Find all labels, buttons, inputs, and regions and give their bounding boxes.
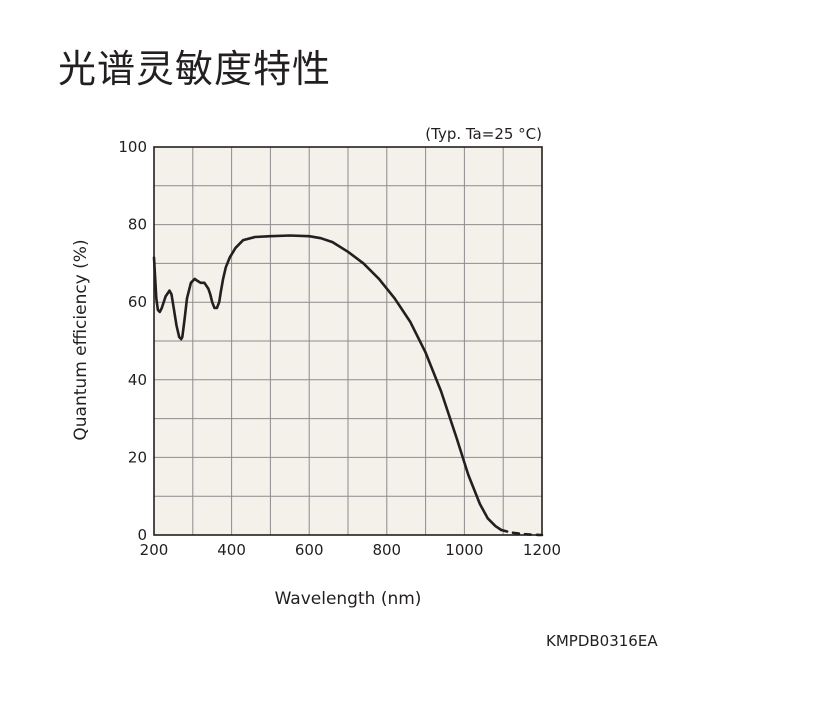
series-line — [152, 234, 503, 532]
chart-condition-label: (Typ. Ta=25 °C) — [425, 125, 542, 143]
y-tick-label: 80 — [128, 216, 147, 234]
page-title: 光谱灵敏度特性 — [58, 47, 332, 91]
x-tick-label: 200 — [140, 541, 169, 559]
plot-frame — [153, 146, 543, 536]
x-tick-label: 800 — [372, 541, 401, 559]
y-tick-label: 40 — [128, 371, 147, 389]
x-tick-label: 600 — [295, 541, 324, 559]
reference-code: KMPDB0316EA — [546, 632, 658, 650]
x-tick-label: 1200 — [523, 541, 561, 559]
y-axis-label: Quantum efficiency (%) — [71, 239, 91, 440]
y-tick-label: 20 — [128, 448, 147, 466]
x-tick-label: 400 — [217, 541, 246, 559]
y-tick-label: 60 — [128, 293, 147, 311]
x-axis-label: Wavelength (nm) — [275, 589, 422, 609]
y-tick-label: 0 — [137, 526, 147, 544]
x-tick-label: 1000 — [445, 541, 483, 559]
y-tick-label: 100 — [118, 138, 147, 156]
tick-labels: 200 400 600 800 1000 1200 0 20 40 60 80 100 — [118, 138, 561, 559]
grid-lines — [154, 147, 542, 535]
